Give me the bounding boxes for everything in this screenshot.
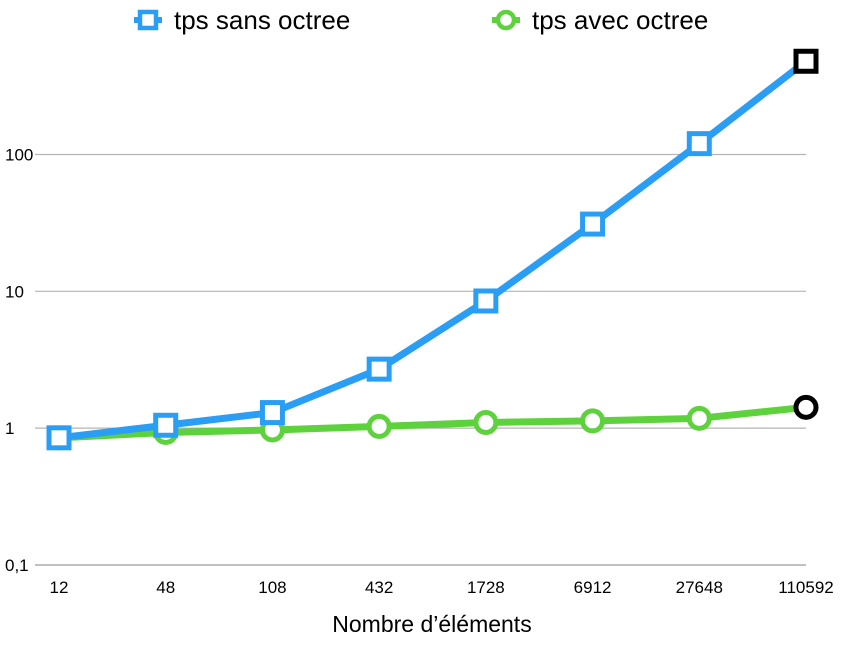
legend-label: tps avec octree — [532, 5, 708, 35]
data-point — [686, 405, 712, 431]
data-point — [366, 413, 392, 439]
y-axis-ticks: 0,1 1 10 100 — [5, 145, 33, 575]
legend-item: tps avec octree — [492, 5, 708, 35]
x-axis-title: Nombre d’éléments — [332, 611, 531, 637]
series — [46, 48, 819, 451]
data-point — [580, 211, 606, 237]
legend-square-marker — [137, 9, 159, 31]
data-point — [580, 408, 606, 434]
y-tick-label: 0,1 — [5, 556, 29, 575]
series-line — [58, 58, 809, 442]
x-tick-label: 12 — [50, 578, 69, 597]
series-square — [46, 48, 819, 451]
x-tick-label: 27648 — [676, 578, 723, 597]
data-point — [793, 48, 819, 74]
data-point — [473, 409, 499, 435]
legend: tps sans octree tps avec octree — [134, 5, 708, 35]
x-tick-label: 48 — [156, 578, 175, 597]
legend-circle-marker — [495, 9, 517, 31]
data-point — [366, 356, 392, 382]
data-point — [46, 425, 72, 451]
grid — [35, 153, 806, 566]
y-tick-label: 10 — [5, 282, 24, 301]
series-line — [58, 403, 807, 442]
y-tick-label: 100 — [5, 145, 33, 164]
data-point — [259, 400, 285, 426]
x-tick-label: 6912 — [574, 578, 612, 597]
data-point — [473, 288, 499, 314]
x-tick-label: 108 — [258, 578, 286, 597]
x-axis-ticks: 12 48 108 432 1728 6912 27648 110592 — [50, 578, 834, 597]
data-point — [686, 131, 712, 157]
x-tick-label: 432 — [365, 578, 393, 597]
data-point — [153, 412, 179, 438]
data-point — [793, 394, 819, 420]
legend-item: tps sans octree — [134, 5, 350, 35]
x-tick-label: 110592 — [778, 578, 833, 597]
legend-label: tps sans octree — [174, 5, 350, 35]
x-tick-label: 1728 — [467, 578, 505, 597]
y-tick-label: 1 — [5, 419, 14, 438]
